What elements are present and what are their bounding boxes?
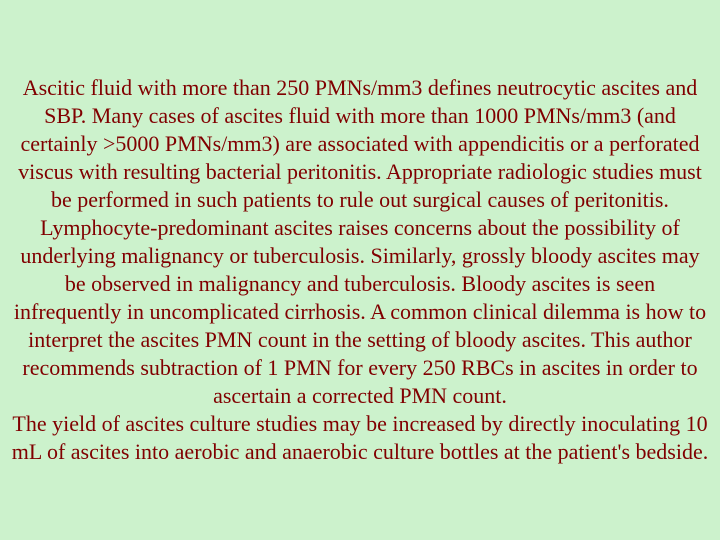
paragraph-2: The yield of ascites culture studies may… xyxy=(12,411,709,464)
slide-text-block: Ascitic fluid with more than 250 PMNs/mm… xyxy=(2,74,718,465)
paragraph-1: Ascitic fluid with more than 250 PMNs/mm… xyxy=(14,75,706,407)
